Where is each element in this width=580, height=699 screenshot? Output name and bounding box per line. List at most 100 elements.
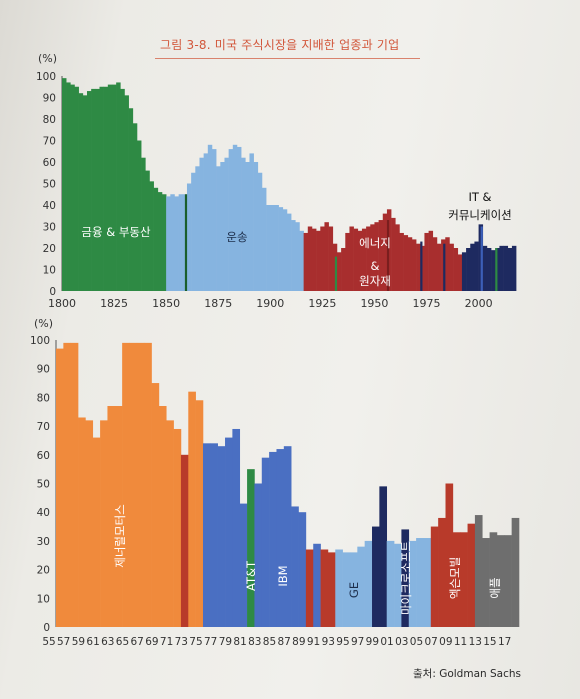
- bar: [78, 417, 86, 627]
- x-tick-label: 79: [219, 636, 232, 648]
- bar: [253, 162, 259, 291]
- bar: [372, 526, 380, 627]
- x-tick-label: 59: [72, 636, 85, 648]
- x-tick-label: 07: [424, 636, 437, 648]
- x-tick-label: 99: [366, 636, 379, 648]
- bar: [276, 449, 285, 627]
- bar: [357, 230, 363, 291]
- x-tick-label: 85: [263, 636, 276, 648]
- series-label-it: IT &: [468, 190, 491, 204]
- x-tick-label: 03: [395, 636, 408, 648]
- bar: [382, 213, 388, 291]
- bar: [436, 243, 442, 291]
- bar: [241, 157, 246, 291]
- bar: [489, 532, 498, 627]
- bar: [307, 226, 313, 291]
- bar: [91, 88, 96, 292]
- bar: [428, 230, 434, 291]
- bar: [157, 192, 163, 291]
- bar: [122, 342, 130, 627]
- bar: [66, 82, 71, 291]
- x-tick-label: 11: [454, 636, 467, 648]
- bar: [149, 181, 154, 291]
- y-tick-label: 40: [43, 200, 56, 212]
- bar: [166, 420, 174, 627]
- bar: [173, 428, 182, 627]
- bar: [166, 196, 171, 291]
- bar: [467, 523, 476, 627]
- y-tick-label: 100: [30, 335, 50, 347]
- x-tick-label: 1825: [100, 297, 128, 310]
- bar: [145, 170, 150, 291]
- bar: [386, 209, 392, 291]
- x-tick-label: 1800: [48, 297, 76, 310]
- bar: [349, 552, 358, 627]
- bar: [305, 549, 314, 627]
- bar: [151, 383, 160, 627]
- bar: [103, 86, 109, 291]
- bar: [482, 538, 490, 627]
- bar: [195, 166, 200, 291]
- bar: [378, 220, 384, 291]
- bar: [124, 95, 129, 291]
- bar: [379, 486, 388, 627]
- bar: [403, 235, 409, 291]
- company-label-msft: 마이크로소프트: [399, 541, 413, 615]
- bar: [158, 406, 167, 627]
- title-rule: [155, 58, 420, 59]
- bar: [335, 549, 343, 627]
- bar: [116, 82, 121, 291]
- bar: [311, 228, 317, 291]
- bar: [491, 250, 496, 291]
- bar: [107, 84, 113, 291]
- bar: [136, 140, 142, 291]
- figure-title: 그림 3-8. 미국 주식시장을 지배한 업종과 기업: [160, 38, 400, 52]
- x-tick-label: 2000: [465, 297, 493, 310]
- bar: [188, 391, 196, 627]
- bar: [225, 437, 233, 627]
- bar: [210, 443, 218, 627]
- bar: [141, 157, 146, 291]
- bar: [85, 420, 94, 627]
- bar: [496, 535, 505, 627]
- bar: [286, 213, 292, 291]
- bar: [191, 172, 196, 291]
- bar: [120, 88, 125, 292]
- x-tick-label: 1850: [152, 297, 180, 310]
- bar: [211, 149, 217, 291]
- bar: [114, 406, 123, 627]
- bar: [423, 538, 432, 627]
- bar: [56, 348, 64, 627]
- bar: [420, 241, 423, 291]
- x-tick-label: 1950: [360, 297, 388, 310]
- company-label-exxon: 엑슨모빌: [448, 557, 462, 599]
- bar: [334, 256, 338, 291]
- bar: [174, 196, 179, 291]
- bar: [299, 230, 304, 291]
- y-tick-label: 20: [43, 243, 56, 255]
- bar: [453, 248, 459, 291]
- bar: [327, 552, 336, 627]
- x-tick-label: 63: [101, 636, 114, 648]
- bar: [249, 153, 254, 291]
- bar: [486, 248, 492, 291]
- bar: [266, 205, 271, 291]
- x-tick-label: 87: [277, 636, 290, 648]
- x-tick-label: 55: [42, 636, 55, 648]
- bar: [70, 84, 75, 291]
- bar: [236, 146, 242, 291]
- y-tick-label: 50: [37, 479, 50, 491]
- bar: [353, 228, 359, 291]
- x-tick-label: 01: [380, 636, 393, 648]
- bar: [178, 194, 184, 291]
- bar: [341, 248, 346, 291]
- bar: [342, 552, 351, 627]
- bar: [504, 535, 512, 627]
- y-tick-label: 90: [43, 93, 56, 105]
- industry-share-chart: (%) 0 10 20 30 40 50 60 70 80 90 100 1800 1825 1850 187…: [36, 52, 517, 310]
- bar: [86, 91, 92, 291]
- bar: [111, 84, 117, 291]
- bar: [283, 446, 292, 627]
- x-tick-label: 95: [336, 636, 349, 648]
